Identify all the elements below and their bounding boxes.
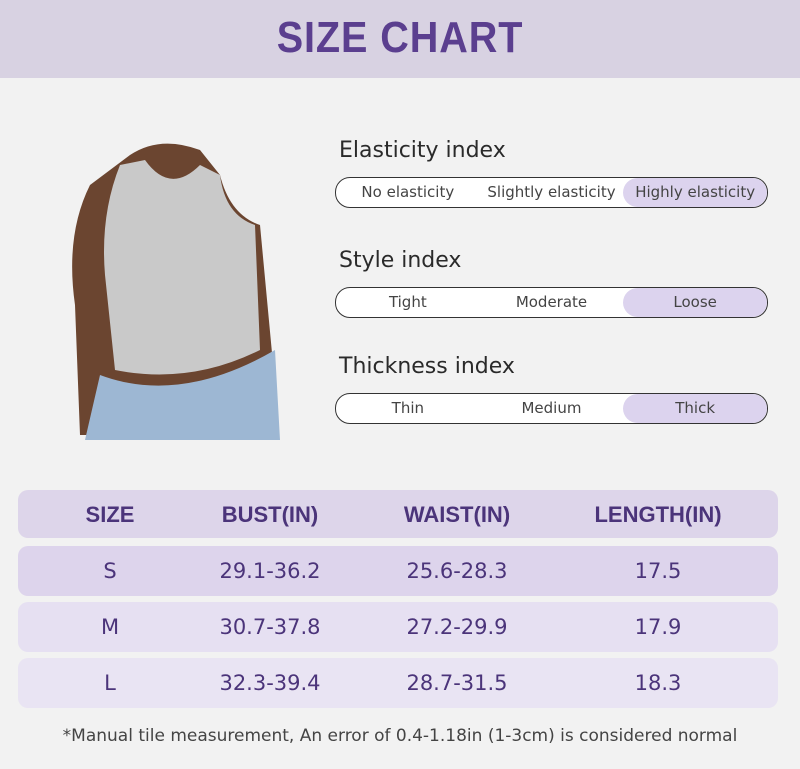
table-cell: M (100, 615, 120, 639)
table-cell: 28.7-31.5 (406, 671, 508, 695)
header-band (0, 0, 800, 78)
table-cell: 30.7-37.8 (219, 615, 321, 639)
table-cell: 17.9 (634, 615, 682, 639)
table-cell: 29.1-36.2 (219, 559, 321, 583)
index-option: Thin (391, 399, 424, 417)
table-row: S 29.1-36.2 25.6-28.3 17.5 (18, 546, 778, 596)
index-option: Thick (623, 394, 767, 423)
table-cell: 18.3 (634, 671, 682, 695)
index-option: Loose (623, 288, 767, 317)
index-option: Moderate (515, 293, 588, 311)
table-cell: 25.6-28.3 (406, 559, 508, 583)
column-header: BUST(IN) (221, 502, 319, 527)
index-option: No elasticity (361, 183, 455, 201)
column-header: LENGTH(IN) (594, 502, 722, 527)
index-label: Elasticity index (339, 138, 506, 163)
index-scale: No elasticity Slightly elasticity Highly e… (335, 177, 768, 208)
table-row: M 30.7-37.8 27.2-29.9 17.9 (18, 602, 778, 652)
table-cell: 17.5 (634, 559, 682, 583)
product-photo (60, 135, 285, 440)
index-option: Tight (388, 293, 427, 311)
table-header: SIZE BUST(IN) WAIST(IN) LENGTH(IN) (18, 490, 778, 538)
index-option: Highly elasticity (623, 178, 767, 207)
table-cell: 27.2-29.9 (406, 615, 508, 639)
table-cell: 32.3-39.4 (219, 671, 321, 695)
column-header: WAIST(IN) (403, 502, 511, 527)
index-scale: Thin Medium Thick (335, 393, 768, 424)
footnote: *Manual tile measurement, An error of 0.… (62, 726, 738, 746)
index-option: Medium (521, 399, 582, 417)
index-label: Style index (339, 248, 462, 273)
table-cell: L (104, 671, 116, 695)
table-cell: S (103, 559, 117, 583)
index-option: Slightly elasticity (487, 183, 616, 201)
column-header: SIZE (85, 502, 135, 527)
table-row: L 32.3-39.4 28.7-31.5 18.3 (18, 658, 778, 708)
title: SIZE CHART (276, 13, 524, 62)
index-scale: Tight Moderate Loose (335, 287, 768, 318)
index-label: Thickness index (339, 354, 515, 379)
